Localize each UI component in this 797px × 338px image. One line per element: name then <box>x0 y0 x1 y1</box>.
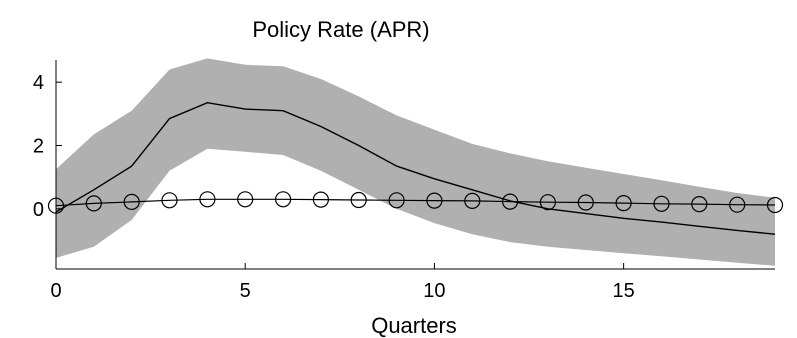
x-tick-label: 5 <box>240 280 251 302</box>
series-circle-point <box>464 192 481 209</box>
series-circle-point <box>615 195 632 212</box>
series-circle-point <box>388 192 405 209</box>
series-solid-line <box>55 101 776 235</box>
y-tick-label: 4 <box>33 72 44 94</box>
series-circle-point <box>691 196 708 213</box>
y-tick-label: 0 <box>33 199 44 221</box>
series-circle-point <box>275 191 292 208</box>
series-circle-point <box>539 194 557 211</box>
plot-area: 0 2 4 0 5 10 15 <box>33 58 784 302</box>
series-circle-point <box>653 195 670 212</box>
x-axis-label: Quarters <box>371 313 457 338</box>
series-circle-line <box>55 198 776 207</box>
series-circle-point <box>161 192 178 209</box>
series-circle-point <box>766 196 784 214</box>
series-circle-point <box>85 195 102 212</box>
series-circle-point <box>502 193 519 210</box>
y-tick-label: 2 <box>33 136 44 158</box>
series-circle-point <box>350 191 367 209</box>
series-circle-point <box>577 194 594 211</box>
series-circle-point <box>237 191 254 208</box>
x-tick-label: 0 <box>50 280 61 302</box>
x-tick-label: 15 <box>613 280 635 302</box>
x-tick-label: 10 <box>423 280 445 302</box>
series-circle-point <box>123 193 140 210</box>
series-circle-point <box>199 191 216 208</box>
series-circle-point <box>426 192 443 209</box>
chart-title: Policy Rate (APR) <box>252 17 429 42</box>
series-circle-point <box>729 196 746 213</box>
series-circle-point <box>312 191 329 208</box>
confidence-band <box>56 58 775 266</box>
